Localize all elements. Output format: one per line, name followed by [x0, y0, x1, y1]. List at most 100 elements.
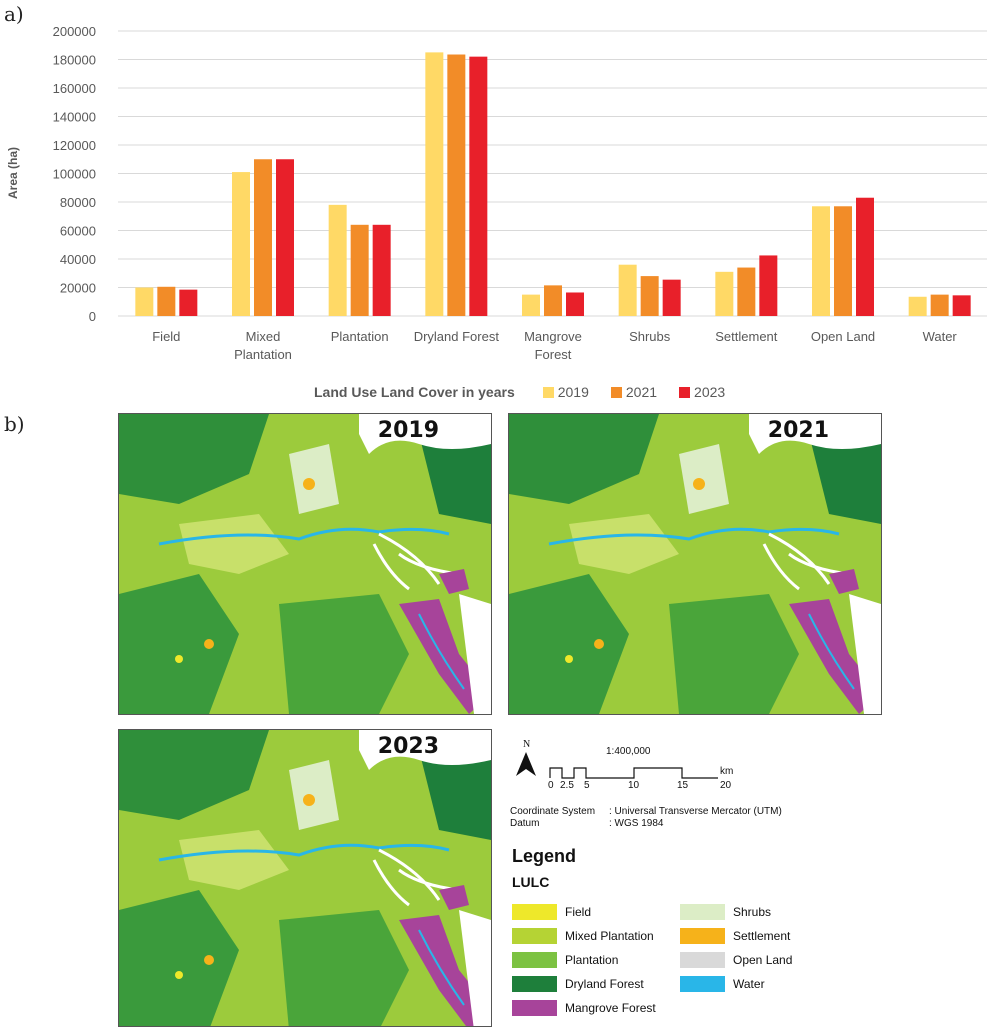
legend-swatch — [680, 976, 725, 992]
map-2023: 2023 — [118, 729, 492, 1027]
legend-item-plantation: Plantation — [512, 952, 618, 968]
legend-swatch-2019 — [542, 386, 554, 398]
bar-2023 — [372, 224, 391, 316]
x-tick-label: Water — [923, 329, 958, 344]
y-tick-label: 120000 — [53, 138, 96, 153]
y-tick-label: 20000 — [60, 281, 96, 296]
y-tick-label: 200000 — [53, 24, 96, 39]
y-axis-title: Area (ha) — [6, 147, 20, 199]
bar-2019 — [328, 204, 347, 316]
legend-item-shrubs: Shrubs — [680, 904, 771, 920]
bar-2019 — [715, 271, 734, 316]
legend-item-2023: 2023 — [679, 384, 725, 400]
y-tick-label: 160000 — [53, 81, 96, 96]
map-2023-image — [119, 730, 491, 1026]
bar-2023 — [179, 289, 198, 316]
legend-item-open-land: Open Land — [680, 952, 792, 968]
legend-item-2019: 2019 — [542, 384, 589, 400]
x-tick-label: Dryland Forest — [414, 329, 500, 344]
bar-2023 — [662, 279, 681, 316]
bar-2021 — [737, 267, 756, 316]
map-year-label: 2021 — [767, 418, 829, 443]
y-tick-label: 140000 — [53, 110, 96, 125]
x-tick-label: Shrubs — [629, 329, 671, 344]
legend-swatch-2021 — [610, 386, 622, 398]
panel-a-label: a) — [4, 2, 24, 26]
bar-2021 — [930, 294, 949, 316]
x-tick-label: Settlement — [715, 329, 778, 344]
legend-swatch — [680, 952, 725, 968]
bar-2019 — [812, 206, 830, 316]
legend-item-water: Water — [680, 976, 765, 992]
bar-2019 — [425, 52, 444, 316]
legend-swatch-2023 — [679, 386, 691, 398]
legend-title: Legend — [512, 846, 577, 866]
bar-2021 — [834, 206, 852, 316]
map-2019: 2019 — [118, 413, 492, 715]
scale-tick: 0 — [548, 780, 554, 791]
svg-text:N: N — [523, 739, 530, 750]
y-tick-label: 60000 — [60, 224, 96, 239]
x-tick-label: Plantation — [331, 329, 389, 344]
legend-swatch — [680, 904, 725, 920]
map-2021: 2021 — [508, 413, 882, 715]
legend-item-field: Field — [512, 904, 591, 920]
y-tick-label: 180000 — [53, 53, 96, 68]
legend-item-mixed-plantation: Mixed Plantation — [512, 928, 654, 944]
legend-swatch — [512, 1000, 557, 1016]
scale-tick: 5 — [584, 780, 590, 791]
scale-unit: km — [720, 766, 734, 777]
legend-swatch — [512, 952, 557, 968]
map-year-label: 2023 — [377, 734, 439, 759]
legend-item-2021: 2021 — [610, 384, 657, 400]
legend-swatch — [512, 904, 557, 920]
x-tick-label: Mangrove — [524, 329, 582, 344]
legend-subtitle: LULC — [512, 874, 550, 890]
x-tick-label: Plantation — [234, 347, 292, 362]
chart-legend: Land Use Land Cover in years 2019 2021 2… — [314, 384, 737, 400]
legend-swatch — [512, 928, 557, 944]
scale-bar — [549, 767, 718, 779]
map-2019-image — [119, 414, 491, 714]
y-tick-label: 0 — [89, 309, 96, 324]
bar-2021 — [254, 159, 272, 316]
bar-2019 — [232, 172, 250, 316]
bar-2021 — [447, 54, 466, 316]
y-tick-label: 80000 — [60, 195, 96, 210]
bar-2023 — [759, 255, 778, 316]
x-tick-label: Forest — [535, 347, 572, 362]
legend-item-mangrove-forest: Mangrove Forest — [512, 1000, 656, 1016]
bar-2023 — [276, 159, 294, 316]
legend-swatch — [680, 928, 725, 944]
scale-tick: 2.5 — [560, 780, 574, 791]
bar-chart: 0 20000 40000 60000 80000 100000 120000 140000 1… — [6, 24, 987, 362]
scale-tick: 15 — [677, 780, 689, 791]
bar-2023 — [566, 292, 584, 316]
bar-2019 — [135, 287, 154, 316]
bar-2019 — [522, 294, 540, 316]
datum-value: : WGS 1984 — [609, 818, 664, 829]
bar-2023 — [469, 56, 488, 317]
bar-2019 — [908, 296, 927, 316]
bar-2023 — [952, 295, 971, 316]
y-tick-label: 100000 — [53, 167, 96, 182]
bar-2021 — [544, 285, 562, 316]
x-axis-title: Land Use Land Cover in years — [314, 384, 515, 400]
bar-2021 — [157, 286, 176, 316]
map-year-label: 2019 — [377, 418, 439, 443]
scale-ratio: 1:400,000 — [606, 746, 651, 757]
legend-item-settlement: Settlement — [680, 928, 790, 944]
bar-2023 — [856, 197, 874, 316]
scale-tick: 10 — [628, 780, 640, 791]
panel-b-label: b) — [4, 412, 25, 436]
bar-2021 — [350, 224, 369, 316]
x-tick-label: Open Land — [811, 329, 875, 344]
legend-item-dryland-forest: Dryland Forest — [512, 976, 644, 992]
x-tick-label: Mixed — [246, 329, 281, 344]
x-tick-label: Field — [152, 329, 180, 344]
scale-tick: 20 — [720, 780, 732, 791]
north-arrow-icon: N — [516, 739, 536, 776]
map-info-panel: N 1:400,000 0 2.5 5 10 15 20 km Coordina… — [510, 736, 980, 1026]
legend-swatch — [512, 976, 557, 992]
map-2021-image — [509, 414, 881, 714]
